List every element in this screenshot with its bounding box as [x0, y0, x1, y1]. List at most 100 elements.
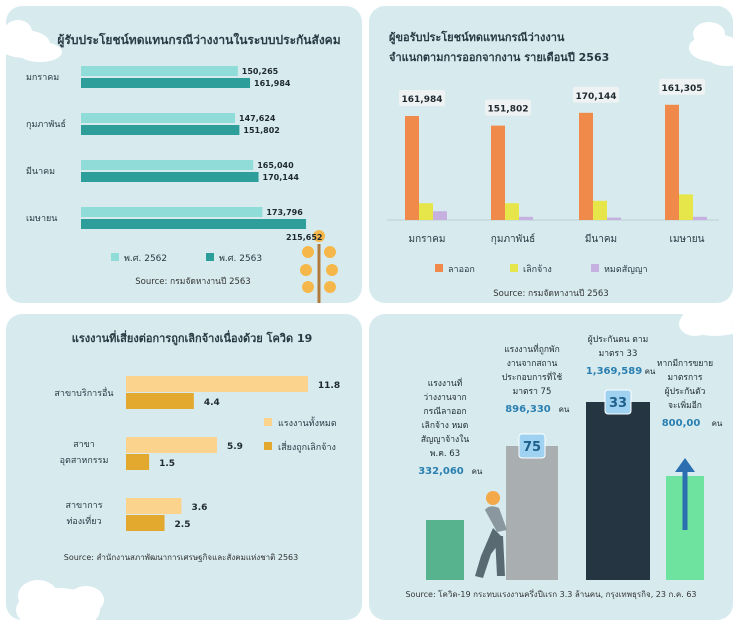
category-label: มีนาคม: [585, 233, 617, 245]
person-illustration: [475, 491, 507, 578]
chart-unemployment-beneficiaries: ผู้รับประโยชน์ทดแทนกรณีว่างงานในระบบประก…: [6, 20, 341, 303]
bar-unit: คน: [712, 419, 723, 428]
category-label: สาขาบริการอื่น: [54, 386, 113, 399]
bar-description: มาตรา 75: [513, 387, 552, 397]
badge-box: [518, 433, 546, 459]
category-label: สาขาการ: [65, 501, 102, 511]
category-label: เมษายน: [26, 214, 57, 224]
bar: [519, 216, 533, 220]
legend-label: เลิกจ้าง: [523, 264, 552, 275]
bar: [126, 515, 165, 531]
bar-2563: [81, 219, 307, 229]
category-label: กุมภาพันธ์: [491, 233, 535, 245]
panel-covid-labor-impact: แรงงานที่ ว่างงานจาก กรณีลาออก เลิกจ้าง หมด…: [369, 314, 733, 620]
legend-label: พ.ศ. 2563: [219, 254, 262, 264]
badge-label: 33: [609, 396, 627, 411]
bar: [665, 104, 679, 220]
legend-swatch: [264, 442, 272, 450]
data-label: 5.9: [227, 442, 243, 452]
cloud-decoration: [689, 22, 733, 66]
data-label: 170,144: [263, 173, 300, 182]
legend-swatch: [435, 264, 443, 272]
bar-2562: [81, 113, 236, 123]
tree-decoration: [300, 230, 338, 303]
bar-unit: คน: [645, 367, 656, 376]
chart-title-line2: จำแนกตามการออกจากงาน รายเดือนปี 2563: [389, 51, 609, 64]
bar-2562: [81, 160, 254, 170]
total-label: 161,984: [402, 95, 443, 105]
bar: [505, 203, 519, 220]
data-label: 4.4: [204, 398, 220, 408]
category-label: ท่องเที่ยว: [66, 514, 101, 527]
data-label: 215,652: [286, 233, 322, 242]
source-text: Source: สำนักงานสภาพัฒนาการเศรษฐกิจและสั…: [64, 553, 298, 562]
bar-2563: [81, 172, 259, 182]
bar-description: ผู้ประกันตัว: [665, 386, 706, 397]
bar-description: หากมีการขยาย: [657, 358, 713, 369]
bar: [433, 211, 447, 220]
bar-description: ประกอบการที่ใช้: [502, 371, 562, 383]
bar: [506, 446, 558, 580]
arrow-up-icon-head: [675, 458, 695, 472]
category-label: กุมภาพันธ์: [26, 118, 66, 130]
legend-swatch: [111, 253, 119, 261]
bar-group: 161,984 มกราคม 151,802 กุมภาพันธ์ 170,144 มีน…: [387, 78, 719, 275]
legend-swatch: [206, 253, 214, 261]
bar-description: เลิกจ้าง หมด: [422, 420, 469, 431]
total-label: 170,144: [576, 92, 617, 102]
category-label: มกราคม: [409, 234, 446, 245]
legend-swatch: [510, 264, 518, 272]
bar: [586, 402, 650, 580]
source-text: Source: กรมจัดหางานปี 2563: [493, 288, 608, 299]
cloud-decoration: [679, 314, 733, 336]
chart-title-line1: ผู้ขอรับประโยชน์ทดแทนกรณีว่างงาน: [389, 30, 565, 45]
bar-description: แรงงานที่ถูกพัก: [504, 343, 560, 355]
category-label: สาขา: [73, 440, 95, 450]
bar-description: ว่างงานจาก: [423, 393, 466, 403]
value-label-box: [485, 99, 531, 116]
bar: [693, 216, 707, 220]
legend-label: แรงงานทั้งหมด: [278, 416, 337, 429]
badge-label: 75: [523, 440, 541, 455]
panel-unemployment-beneficiaries: ผู้รับประโยชน์ทดแทนกรณีว่างงานในระบบประก…: [6, 6, 362, 303]
value-label-box: [659, 78, 705, 95]
data-label: 151,802: [243, 126, 279, 135]
panel-covid-layoff-risk: แรงงานที่เสี่ยงต่อการถูกเลิกจ้างเนื่องด้…: [6, 314, 362, 620]
bar-description: มาตรา 33: [599, 349, 638, 359]
chart-covid-layoff-risk: แรงงานที่เสี่ยงต่อการถูกเลิกจ้างเนื่องด้…: [16, 330, 340, 620]
data-label: 150,265: [242, 67, 279, 76]
bar: [679, 194, 693, 220]
bar-description: กรณีลาออก: [424, 406, 467, 417]
chart-title: แรงงานที่เสี่ยงต่อการถูกเลิกจ้างเนื่องด้…: [72, 330, 313, 346]
chart-title: ผู้รับประโยชน์ทดแทนกรณีว่างงานในระบบประก…: [57, 32, 340, 48]
bar-description: สัญญาจ้างใน: [421, 434, 470, 445]
bar-description: งานจากสถาน: [507, 359, 558, 369]
data-label: 1.5: [159, 459, 175, 469]
legend-swatch: [591, 264, 599, 272]
panel-claimants-by-reason: ผู้ขอรับประโยชน์ทดแทนกรณีว่างงาน จำแนกตา…: [369, 6, 733, 303]
data-label: 173,796: [266, 208, 303, 217]
data-label: 147,624: [239, 114, 276, 123]
value-label-box: [399, 90, 445, 106]
category-label: เมษายน: [670, 234, 705, 245]
total-label: 151,802: [488, 105, 529, 115]
category-label: มีนาคม: [26, 166, 55, 177]
bar: [579, 112, 593, 220]
total-label: 161,305: [662, 84, 703, 94]
legend-label: หมดสัญญา: [604, 265, 648, 275]
source-text: Source: กรมจัดหางานปี 2563: [135, 276, 250, 287]
data-label: 161,984: [254, 79, 291, 88]
bar-group: มกราคม 150,265 161,984 กุมภาพันธ์ 147,624 151…: [26, 66, 322, 264]
bar-value: 800,00: [662, 418, 701, 429]
legend-label: ลาออก: [448, 265, 475, 275]
source-text: Source: โควิด-19 กระทบแรงงานครึ่งปีแรก 3…: [405, 588, 696, 599]
bar-2563: [81, 78, 251, 88]
bar: [491, 125, 505, 220]
bar-value: 896,330: [505, 404, 551, 415]
data-label: 2.5: [175, 520, 191, 530]
value-label-box: [573, 86, 619, 103]
bar-unit: คน: [559, 405, 570, 414]
